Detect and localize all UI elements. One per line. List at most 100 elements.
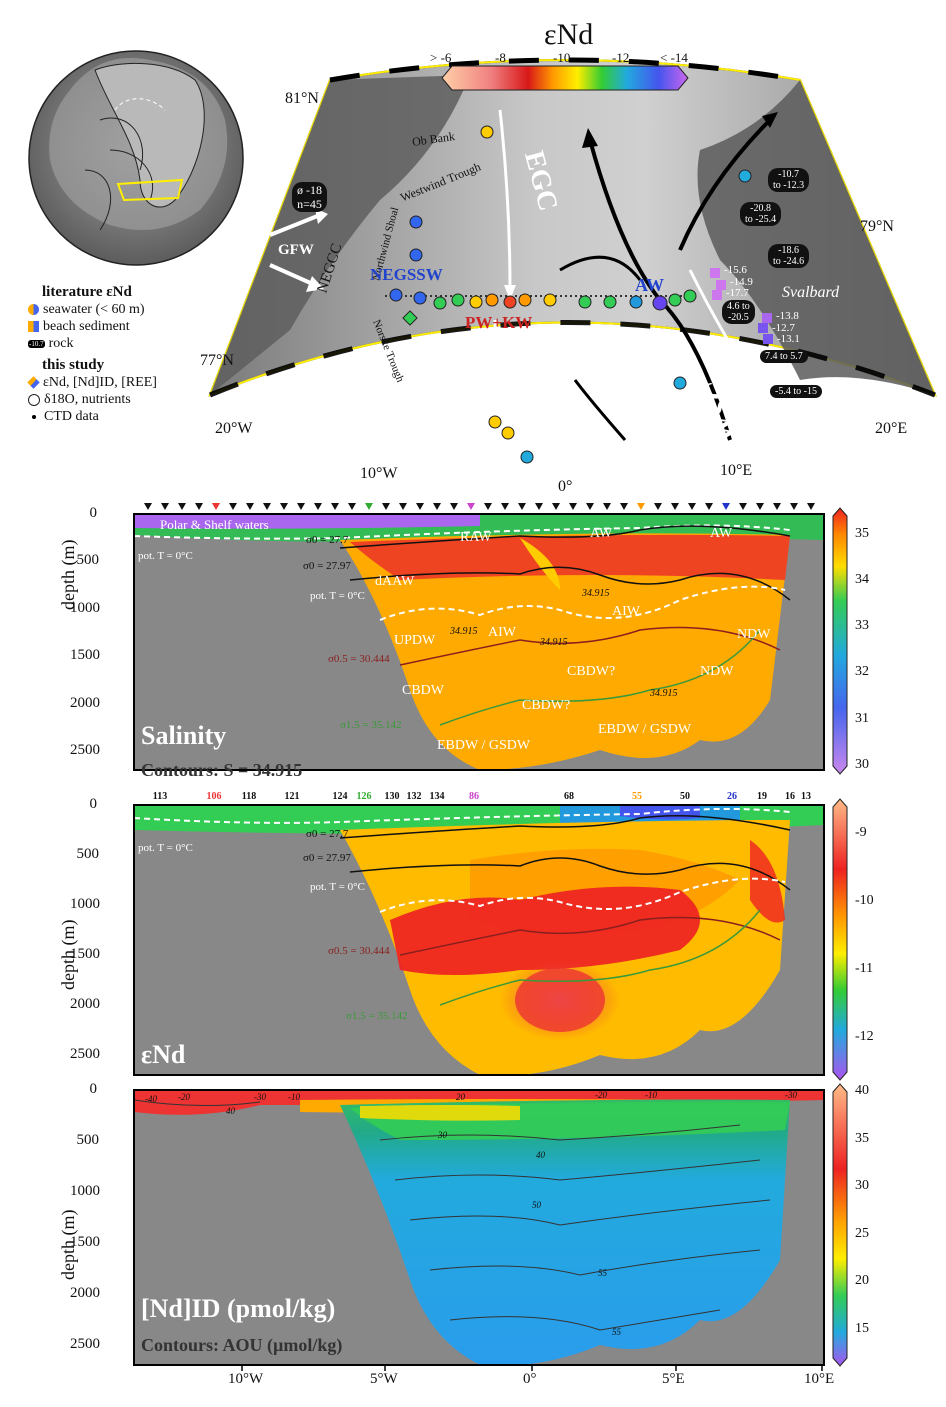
xtick-5e: 5°E bbox=[662, 1371, 685, 1387]
nd-cb-tick: 30 bbox=[855, 1178, 869, 1193]
label-gfw: GFW bbox=[278, 242, 314, 258]
rock-val: to -25.4 bbox=[745, 214, 777, 225]
end-cb-tick: -11 bbox=[855, 961, 874, 977]
station-label: 118 bbox=[241, 791, 257, 802]
s-contour-label-1: 34.915 bbox=[582, 588, 610, 599]
station-label: 26 bbox=[727, 791, 737, 802]
station-triangle bbox=[671, 503, 679, 510]
wm-ebdw-2: EBDW / GSDW bbox=[598, 722, 692, 737]
wm-aw-1: AW bbox=[590, 526, 613, 541]
legend-beach: beach sediment bbox=[28, 318, 228, 335]
rock-val: -5.4 to -15 bbox=[775, 386, 817, 397]
end-iso-s0-2797: σ0 = 27.97 bbox=[303, 852, 351, 864]
iso-pott-left: pot. T = 0°C bbox=[138, 550, 193, 562]
salinity-contours-note: Contours: S = 34.915 bbox=[141, 760, 303, 780]
lon-10w: 10°W bbox=[360, 465, 398, 482]
rock-val: 7.4 to 5.7 bbox=[765, 351, 803, 362]
aou-lbl-0: -40 bbox=[145, 1094, 157, 1104]
aou-lbl-4: 40 bbox=[226, 1106, 235, 1116]
rock-val: to -24.6 bbox=[773, 256, 805, 267]
station-label: 106 bbox=[206, 791, 222, 802]
legend-study-d18o-label: δ18O, nutrients bbox=[44, 391, 131, 407]
cb-top-tick-2: -10 bbox=[553, 50, 571, 65]
rock-pill-2: -18.6 to -24.6 bbox=[768, 244, 810, 268]
y-tick-label: 2500 bbox=[70, 1335, 100, 1352]
map-colorbar bbox=[441, 65, 689, 91]
nd-cb-tick: 25 bbox=[855, 1225, 869, 1241]
cb-top-tick-4: < -14 bbox=[660, 50, 688, 65]
iso-pott: pot. T = 0°C bbox=[310, 590, 365, 602]
axis-ticks bbox=[241, 1365, 823, 1371]
nd-cb-tick: 20 bbox=[855, 1273, 869, 1288]
station-label: 86 bbox=[469, 791, 479, 802]
iso-s0-277: σ0 = 27.7 bbox=[306, 534, 349, 546]
beach-val-5: -13.1 bbox=[777, 333, 800, 345]
beach-val-3: -13.8 bbox=[776, 310, 799, 322]
station-triangle bbox=[195, 503, 203, 510]
salinity-cb-tick: 34 bbox=[855, 571, 869, 587]
wm-ebdw-1: EBDW / GSDW bbox=[437, 738, 531, 753]
y-tick-label: 1000 bbox=[70, 599, 100, 616]
aou-lbl-5: 20 bbox=[456, 1092, 465, 1102]
station-triangle bbox=[399, 503, 407, 510]
cb-top-tick-1: -8 bbox=[495, 50, 506, 65]
station-triangle bbox=[263, 503, 271, 510]
y-tick-label: 500 bbox=[76, 1131, 100, 1148]
station-triangle bbox=[229, 503, 237, 510]
station-triangle bbox=[620, 503, 628, 510]
station-triangle bbox=[348, 503, 356, 510]
rock-chip: -10.7 bbox=[28, 339, 45, 348]
aou-lbl-7: 40 bbox=[536, 1150, 545, 1160]
legend-seawater: seawater (< 60 m) bbox=[28, 301, 228, 318]
dot-icon bbox=[32, 414, 36, 419]
lon-20w: 20°W bbox=[215, 420, 253, 437]
aou-lbl-10: 55 bbox=[612, 1327, 621, 1337]
y-tick-label: 0 bbox=[89, 1081, 98, 1097]
nd-colorbar bbox=[832, 1083, 848, 1367]
station-triangle bbox=[705, 503, 713, 510]
end-title: εNd bbox=[141, 1040, 186, 1069]
station-triangle bbox=[722, 503, 730, 510]
s-contour-label-2: 34.915 bbox=[450, 626, 478, 637]
cb-top-tick-3: -12 bbox=[612, 50, 630, 65]
legend-beach-label: beach sediment bbox=[43, 318, 130, 334]
rock-val: -10.7 bbox=[778, 169, 799, 180]
wm-polar-shelf: Polar & Shelf waters bbox=[160, 517, 269, 532]
salinity-cb-tick: 32 bbox=[855, 664, 869, 680]
wm-aiw-1: AIW bbox=[612, 604, 640, 619]
station-triangle bbox=[212, 503, 220, 510]
legend: literature εNd seawater (< 60 m) beach s… bbox=[27, 284, 228, 425]
legend-study-nd: εNd, [Nd]ID, [REE] bbox=[27, 374, 228, 391]
beach-val-1: -14.9 bbox=[730, 276, 753, 288]
station-triangle bbox=[331, 503, 339, 510]
aou-lbl-8: 50 bbox=[532, 1200, 541, 1210]
lon-0: 0° bbox=[558, 478, 573, 495]
label-pwkw: PW+KW bbox=[465, 313, 533, 332]
salinity-cb-tick: 31 bbox=[855, 710, 869, 726]
rock-val: -20.8 bbox=[750, 203, 771, 214]
xtick-0: 0° bbox=[523, 1371, 537, 1387]
cb-top-tick-0: > -6 bbox=[430, 50, 452, 65]
station-triangle bbox=[144, 503, 152, 510]
y-tick-label: 1000 bbox=[70, 896, 100, 912]
y-tick-label: 2000 bbox=[70, 694, 100, 711]
rock-val: to -12.3 bbox=[773, 180, 805, 191]
wm-raw: RAW bbox=[460, 530, 492, 545]
legend-seawater-label: seawater (< 60 m) bbox=[43, 301, 145, 317]
legend-study-d18o: δ18O, nutrients bbox=[28, 391, 228, 408]
station-triangle bbox=[756, 503, 764, 510]
station-triangle bbox=[178, 503, 186, 510]
station-triangle bbox=[297, 503, 305, 510]
label-negssw: NEGSSW bbox=[370, 265, 443, 284]
station-label: 68 bbox=[564, 791, 574, 802]
wm-aiw-2: AIW bbox=[488, 625, 516, 640]
y-tick-label: 0 bbox=[89, 796, 98, 812]
beach-val-0: -15.6 bbox=[724, 264, 747, 276]
salinity-frame bbox=[133, 513, 825, 771]
nd-frame bbox=[133, 1089, 825, 1366]
nd-cb-tick: 35 bbox=[855, 1130, 869, 1146]
rock-pill-0: -10.7 to -12.3 bbox=[768, 168, 810, 192]
station-triangle bbox=[603, 503, 611, 510]
end-cb-tick: -10 bbox=[855, 893, 874, 909]
station-triangle bbox=[654, 503, 662, 510]
